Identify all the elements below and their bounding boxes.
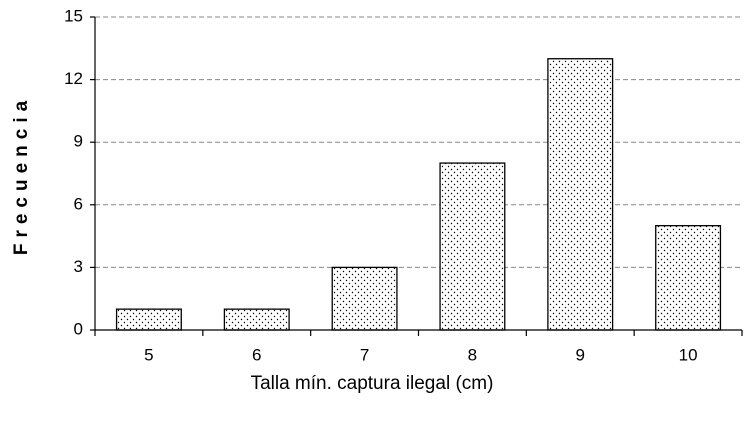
x-tick-label: 7	[360, 345, 369, 364]
x-tick-label: 5	[144, 345, 153, 364]
y-tick-label: 6	[74, 194, 83, 213]
x-tick-label: 9	[576, 345, 585, 364]
x-tick-label: 8	[468, 345, 477, 364]
bar	[331, 266, 398, 331]
x-tick-label: 10	[679, 345, 698, 364]
y-tick-label: 3	[74, 257, 83, 276]
bar	[655, 225, 722, 331]
y-tick-label: 15	[64, 6, 83, 25]
y-tick-label: 0	[74, 319, 83, 338]
x-tick-label: 6	[252, 345, 261, 364]
bar	[547, 58, 614, 331]
bar	[115, 308, 182, 331]
y-tick-label: 12	[64, 69, 83, 88]
bar	[439, 162, 506, 331]
bar	[223, 308, 290, 331]
x-axis-label: Talla mín. captura ilegal (cm)	[251, 373, 494, 394]
y-axis-label: Frecuencia	[11, 95, 32, 255]
y-tick-label: 9	[74, 132, 83, 151]
